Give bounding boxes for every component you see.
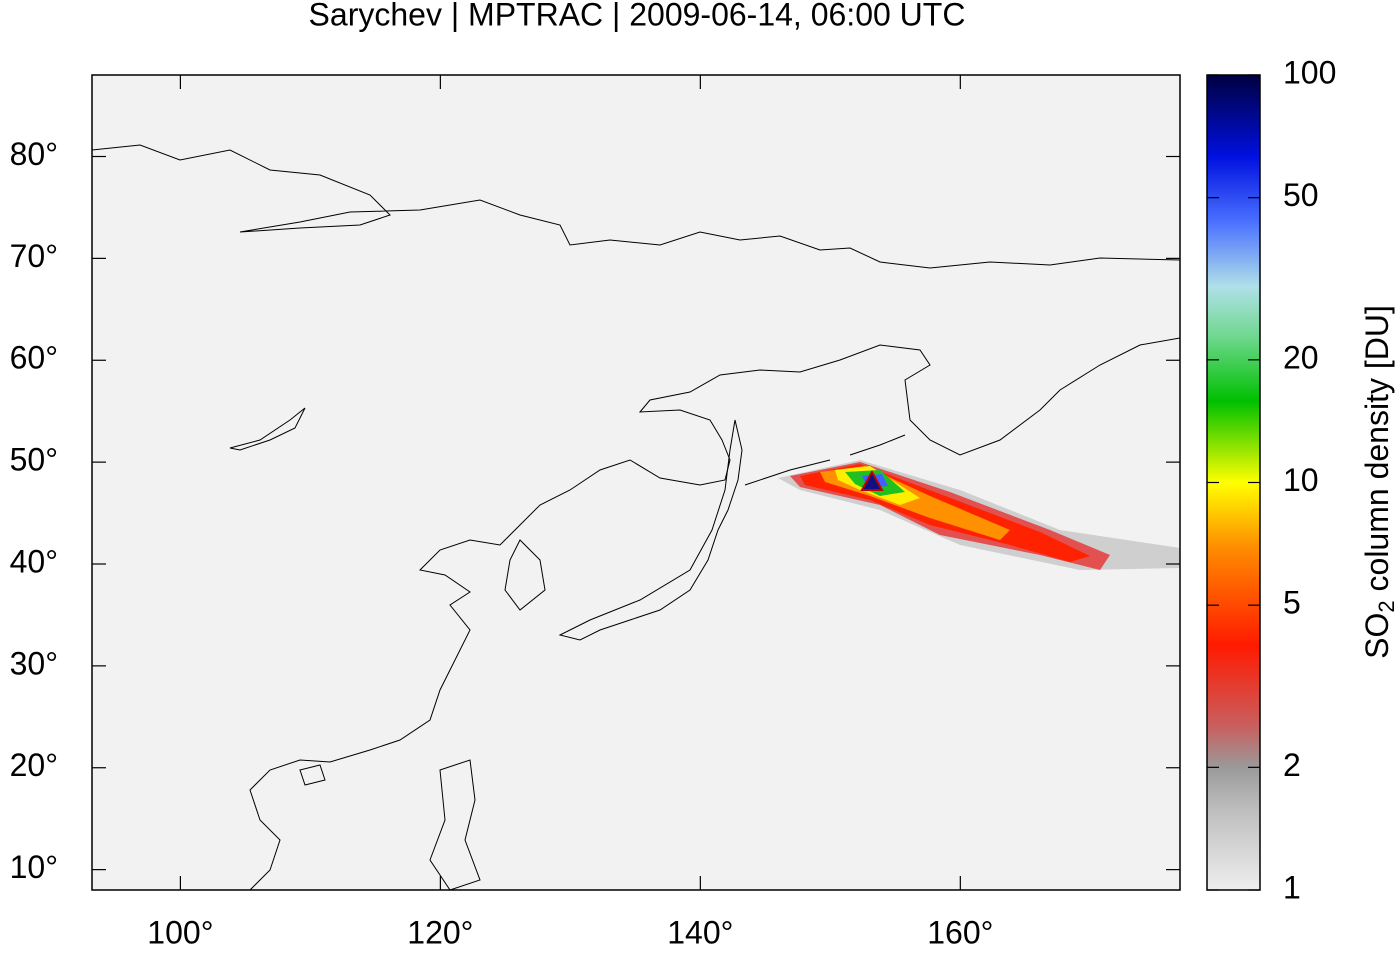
y-tick-label: 40° (10, 543, 58, 579)
colorbar-tick-label: 1 (1283, 869, 1301, 905)
y-tick-label: 60° (10, 340, 58, 376)
colorbar-tick-label: 5 (1283, 585, 1301, 621)
colorbar-tick-label: 50 (1283, 177, 1319, 213)
coastline (429, 759, 481, 890)
coastline (299, 764, 326, 786)
colorbar-label-main: SO (1359, 613, 1395, 659)
coastline (504, 539, 546, 611)
coastline (249, 337, 1180, 890)
y-tick-label: 10° (10, 849, 58, 885)
map-layer (92, 144, 1180, 890)
y-tick-label: 50° (10, 442, 58, 478)
so2-plume (778, 460, 1180, 570)
coastline (744, 434, 906, 486)
y-tick-label: 70° (10, 238, 58, 274)
colorbar-tick-label: 10 (1283, 462, 1319, 498)
plot-frame (91, 74, 1181, 891)
y-tick-label: 30° (10, 645, 58, 681)
coastline (558, 419, 743, 641)
coastline (92, 144, 1180, 269)
colorbar-tick-label: 100 (1283, 54, 1336, 90)
x-tick-label: 160° (927, 914, 993, 950)
chart-title: Sarychev | MPTRAC | 2009-06-14, 06:00 UT… (309, 0, 966, 32)
x-tick-label: 140° (667, 914, 733, 950)
colorbar-label: SO2 column density [DU] (1359, 305, 1398, 659)
colorbar-tick-label: 2 (1283, 747, 1301, 783)
y-tick-label: 20° (10, 747, 58, 783)
y-tick-label: 80° (10, 136, 58, 172)
colorbar-label-sub: 2 (1374, 600, 1399, 612)
x-tick-label: 120° (407, 914, 473, 950)
coastline (229, 407, 306, 451)
colorbar-label-rest: column density [DU] (1359, 305, 1395, 600)
map-background (92, 75, 1180, 890)
colorbar-tick-label: 20 (1283, 339, 1319, 375)
x-tick-label: 100° (147, 914, 213, 950)
